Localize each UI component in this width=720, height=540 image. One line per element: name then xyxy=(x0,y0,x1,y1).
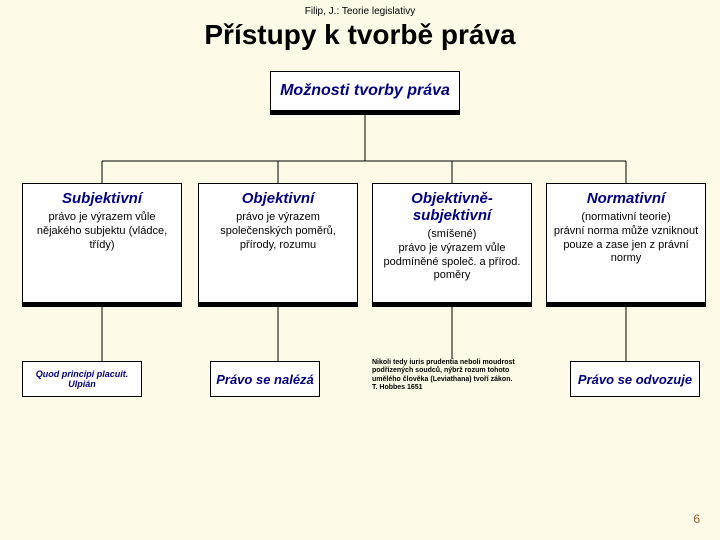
child-node-0: Subjektivní právo je výrazem vůlenějakého… xyxy=(22,183,182,303)
child-node-2: Objektivně-subjektivní (smíšené)právo je … xyxy=(372,183,532,303)
child-body: (normativní teorie)právní norma může vzn… xyxy=(551,211,701,266)
leaf-node-2: Právo se odvozuje xyxy=(570,361,700,397)
diagram-canvas: Možnosti tvorby práva Subjektivní právo j… xyxy=(0,61,720,421)
root-label: Možnosti tvorby práva xyxy=(280,82,450,100)
child-title: Subjektivní xyxy=(27,190,177,207)
leaf-node-1: Právo se nalézá xyxy=(210,361,320,397)
child-node-3: Normativní (normativní teorie)právní norm… xyxy=(546,183,706,303)
page-number: 6 xyxy=(693,512,700,526)
child-title: Objektivní xyxy=(203,190,353,207)
header-small: Filip, J.: Teorie legislativy xyxy=(0,0,720,17)
root-node: Možnosti tvorby práva xyxy=(270,71,460,111)
child-body: právo je výrazemspolečenských poměrů, př… xyxy=(203,211,353,252)
child-title: Objektivně-subjektivní xyxy=(377,190,527,224)
page-title: Přístupy k tvorbě práva xyxy=(0,19,720,51)
child-body: (smíšené)právo je výrazem vůlepodmíněné … xyxy=(377,228,527,283)
child-title: Normativní xyxy=(551,190,701,207)
child-node-1: Objektivní právo je výrazemspolečenských … xyxy=(198,183,358,303)
child-body: právo je výrazem vůlenějakého subjektu (… xyxy=(27,211,177,252)
quote-text: Nikoli tedy iuris prudentia neboli moudr… xyxy=(372,359,552,393)
leaf-node-0: Quod principi placuit. Ulpián xyxy=(22,361,142,397)
